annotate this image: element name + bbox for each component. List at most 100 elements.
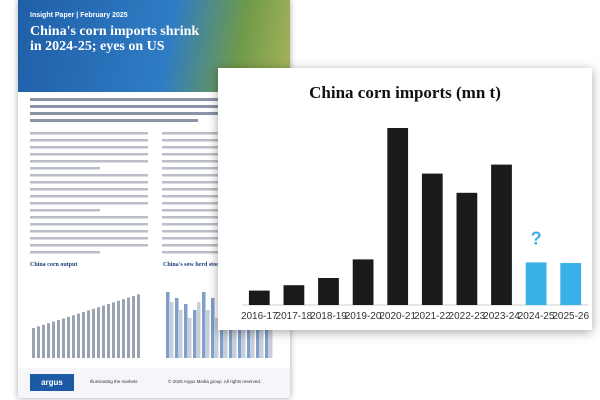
- text-line: [30, 153, 148, 156]
- mini-bar: [32, 328, 35, 358]
- mini-bar: [224, 302, 228, 358]
- mini-bar: [47, 323, 50, 358]
- tagline: Illuminating the markets: [90, 379, 138, 384]
- bar: [491, 164, 512, 305]
- kicker: Insight Paper | February 2025: [30, 12, 128, 19]
- mini-bar: [102, 305, 105, 358]
- mini-bar: [242, 318, 246, 358]
- mini-bar: [215, 318, 219, 358]
- text-line: [30, 160, 148, 163]
- document-title: China's corn imports shrink in 2024-25; …: [30, 24, 200, 54]
- mini-bar: [229, 310, 233, 358]
- text-line: [30, 237, 148, 240]
- mini-bar: [42, 324, 45, 358]
- bar: [525, 262, 547, 305]
- bar: [318, 278, 339, 305]
- mini-bar: [97, 307, 100, 358]
- mini-bar: [206, 310, 210, 358]
- mini-bar: [265, 310, 269, 358]
- intro-line: [30, 105, 278, 108]
- intro-line: [30, 112, 278, 115]
- mini-bar: [82, 312, 85, 358]
- x-tick-label: 2021-22: [414, 311, 451, 322]
- subchart-title: China's sow herd stocks: [163, 262, 225, 268]
- x-tick-label: 2024-25: [518, 311, 555, 322]
- text-line: [30, 181, 148, 184]
- text-line: [30, 216, 148, 219]
- mini-bar: [67, 316, 70, 358]
- mini-bar: [117, 300, 120, 358]
- mini-bar: [137, 294, 140, 358]
- mini-bar: [77, 313, 80, 358]
- copyright: © 2025 Argus Media group. All rights res…: [168, 379, 262, 384]
- intro-line: [30, 119, 198, 122]
- mini-bar: [251, 302, 255, 358]
- mini-bar: [37, 326, 40, 358]
- x-tick-label: 2023-24: [483, 311, 520, 322]
- mini-bar: [220, 304, 224, 358]
- mini-bar: [184, 304, 188, 358]
- mini-bar: [166, 292, 170, 358]
- mini-bar: [170, 302, 174, 358]
- chart: China corn imports (mn t) 2016-172017-18…: [241, 83, 590, 322]
- mini-bar: [132, 296, 135, 358]
- bar: [352, 259, 374, 305]
- x-tick-label: 2017-18: [276, 311, 313, 322]
- annotation: ?: [531, 228, 542, 248]
- x-tick-label: 2016-17: [241, 311, 278, 322]
- mini-bar: [179, 310, 183, 358]
- subchart-title: China corn output: [30, 262, 78, 268]
- text-line: [30, 251, 100, 254]
- text-line: [30, 146, 148, 149]
- mini-bar: [197, 302, 201, 358]
- x-tick-label: 2020-21: [379, 311, 416, 322]
- text-line: [162, 209, 232, 212]
- text-line: [30, 230, 148, 233]
- mini-bar: [260, 310, 264, 358]
- text-line: [162, 251, 232, 254]
- mini-bar: [92, 308, 95, 358]
- text-line: [30, 209, 100, 212]
- text-line: [30, 167, 100, 170]
- text-line: [30, 139, 148, 142]
- mini-bar: [127, 297, 130, 358]
- bar: [283, 285, 305, 305]
- x-tick-label: 2022-23: [449, 311, 486, 322]
- text-line: [30, 195, 148, 198]
- text-line: [30, 223, 148, 226]
- mini-bar: [112, 302, 115, 358]
- x-tick-label: 2018-19: [310, 311, 347, 322]
- bar: [421, 173, 443, 305]
- logo: argus: [30, 374, 74, 391]
- text-line: [30, 188, 148, 191]
- mini-bar: [193, 310, 197, 358]
- mini-bar: [233, 310, 237, 358]
- bar: [387, 128, 409, 305]
- x-tick-label: 2019-20: [345, 311, 382, 322]
- text-line: [30, 202, 148, 205]
- chart-card: China corn imports (mn t) 2016-17 2017-18…: [218, 68, 592, 330]
- mini-bar: [62, 318, 65, 358]
- mini-bar: [202, 292, 206, 358]
- mini-bar: [188, 318, 192, 358]
- footer: argus Illuminating the markets © 2025 Ar…: [18, 368, 290, 398]
- mini-bar: [211, 298, 215, 358]
- mini-bar: [57, 320, 60, 358]
- mini-bar: [175, 298, 179, 358]
- chart-title: China corn imports (mn t): [309, 83, 501, 102]
- bar: [560, 263, 582, 305]
- x-tick-label: 2025-26: [552, 311, 589, 322]
- mini-bar: [87, 310, 90, 358]
- mini-bar: [52, 321, 55, 358]
- mini-bar: [107, 304, 110, 358]
- mini-bar: [256, 304, 260, 358]
- mini-bar: [122, 299, 125, 358]
- text-line: [30, 174, 148, 177]
- text-line: [30, 244, 148, 247]
- text-line: [30, 132, 148, 135]
- intro-line: [30, 98, 278, 101]
- bar: [456, 192, 478, 305]
- text-line: [162, 167, 232, 170]
- mini-bar: [72, 315, 75, 358]
